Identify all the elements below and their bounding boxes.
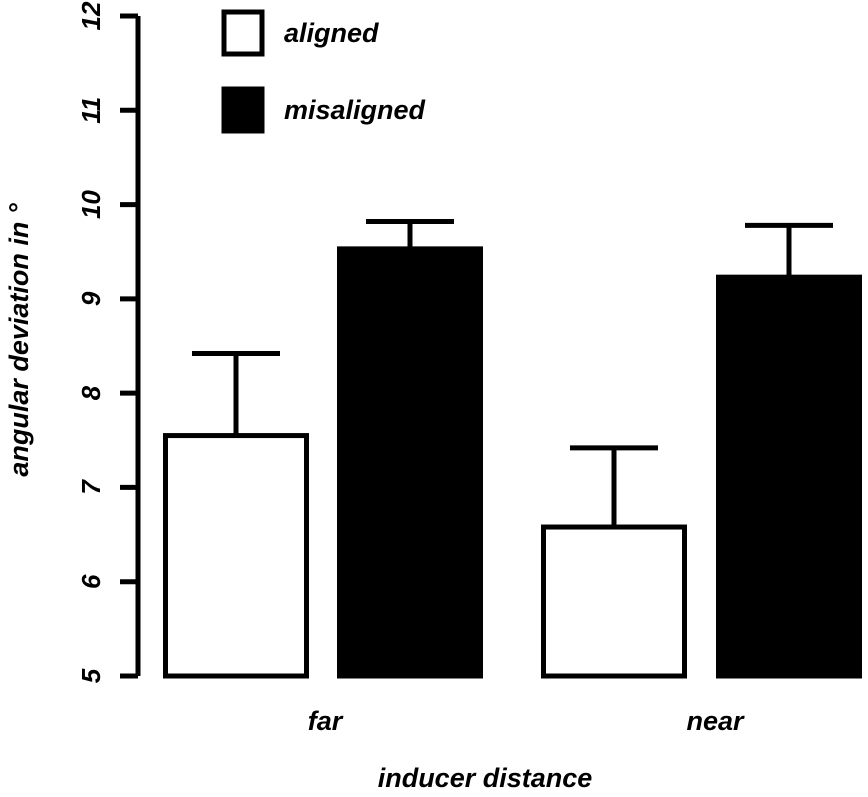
bar-misaligned-far [337, 246, 483, 679]
bar-aligned-near [541, 524, 687, 679]
y-tick-label: 9 [76, 291, 106, 306]
x-axis-title: inducer distance [378, 763, 593, 793]
legend: aligned misaligned [221, 9, 426, 134]
legend-swatch-misaligned [221, 86, 265, 134]
category-label-far: far [308, 706, 344, 736]
legend-label-misaligned: misaligned [284, 95, 426, 125]
bars-layer: far near [163, 246, 862, 736]
legend-swatch-aligned [221, 9, 265, 57]
bar-aligned-far [163, 433, 309, 679]
y-tick-label: 6 [76, 574, 106, 589]
y-axis-title: angular deviation in ° [4, 203, 34, 477]
y-tick-label: 7 [76, 479, 106, 495]
category-label-near: near [686, 706, 745, 736]
y-tick-label: 11 [76, 97, 106, 124]
y-axis: 5 6 7 8 9 10 11 12 [76, 1, 141, 683]
legend-label-aligned: aligned [284, 18, 379, 48]
error-bars-layer [192, 219, 833, 528]
y-tick-label: 10 [76, 190, 106, 219]
y-tick-label: 8 [76, 385, 106, 400]
y-tick-label: 5 [76, 668, 106, 683]
bar-misaligned-near [716, 274, 862, 679]
y-tick-label: 12 [76, 1, 106, 30]
